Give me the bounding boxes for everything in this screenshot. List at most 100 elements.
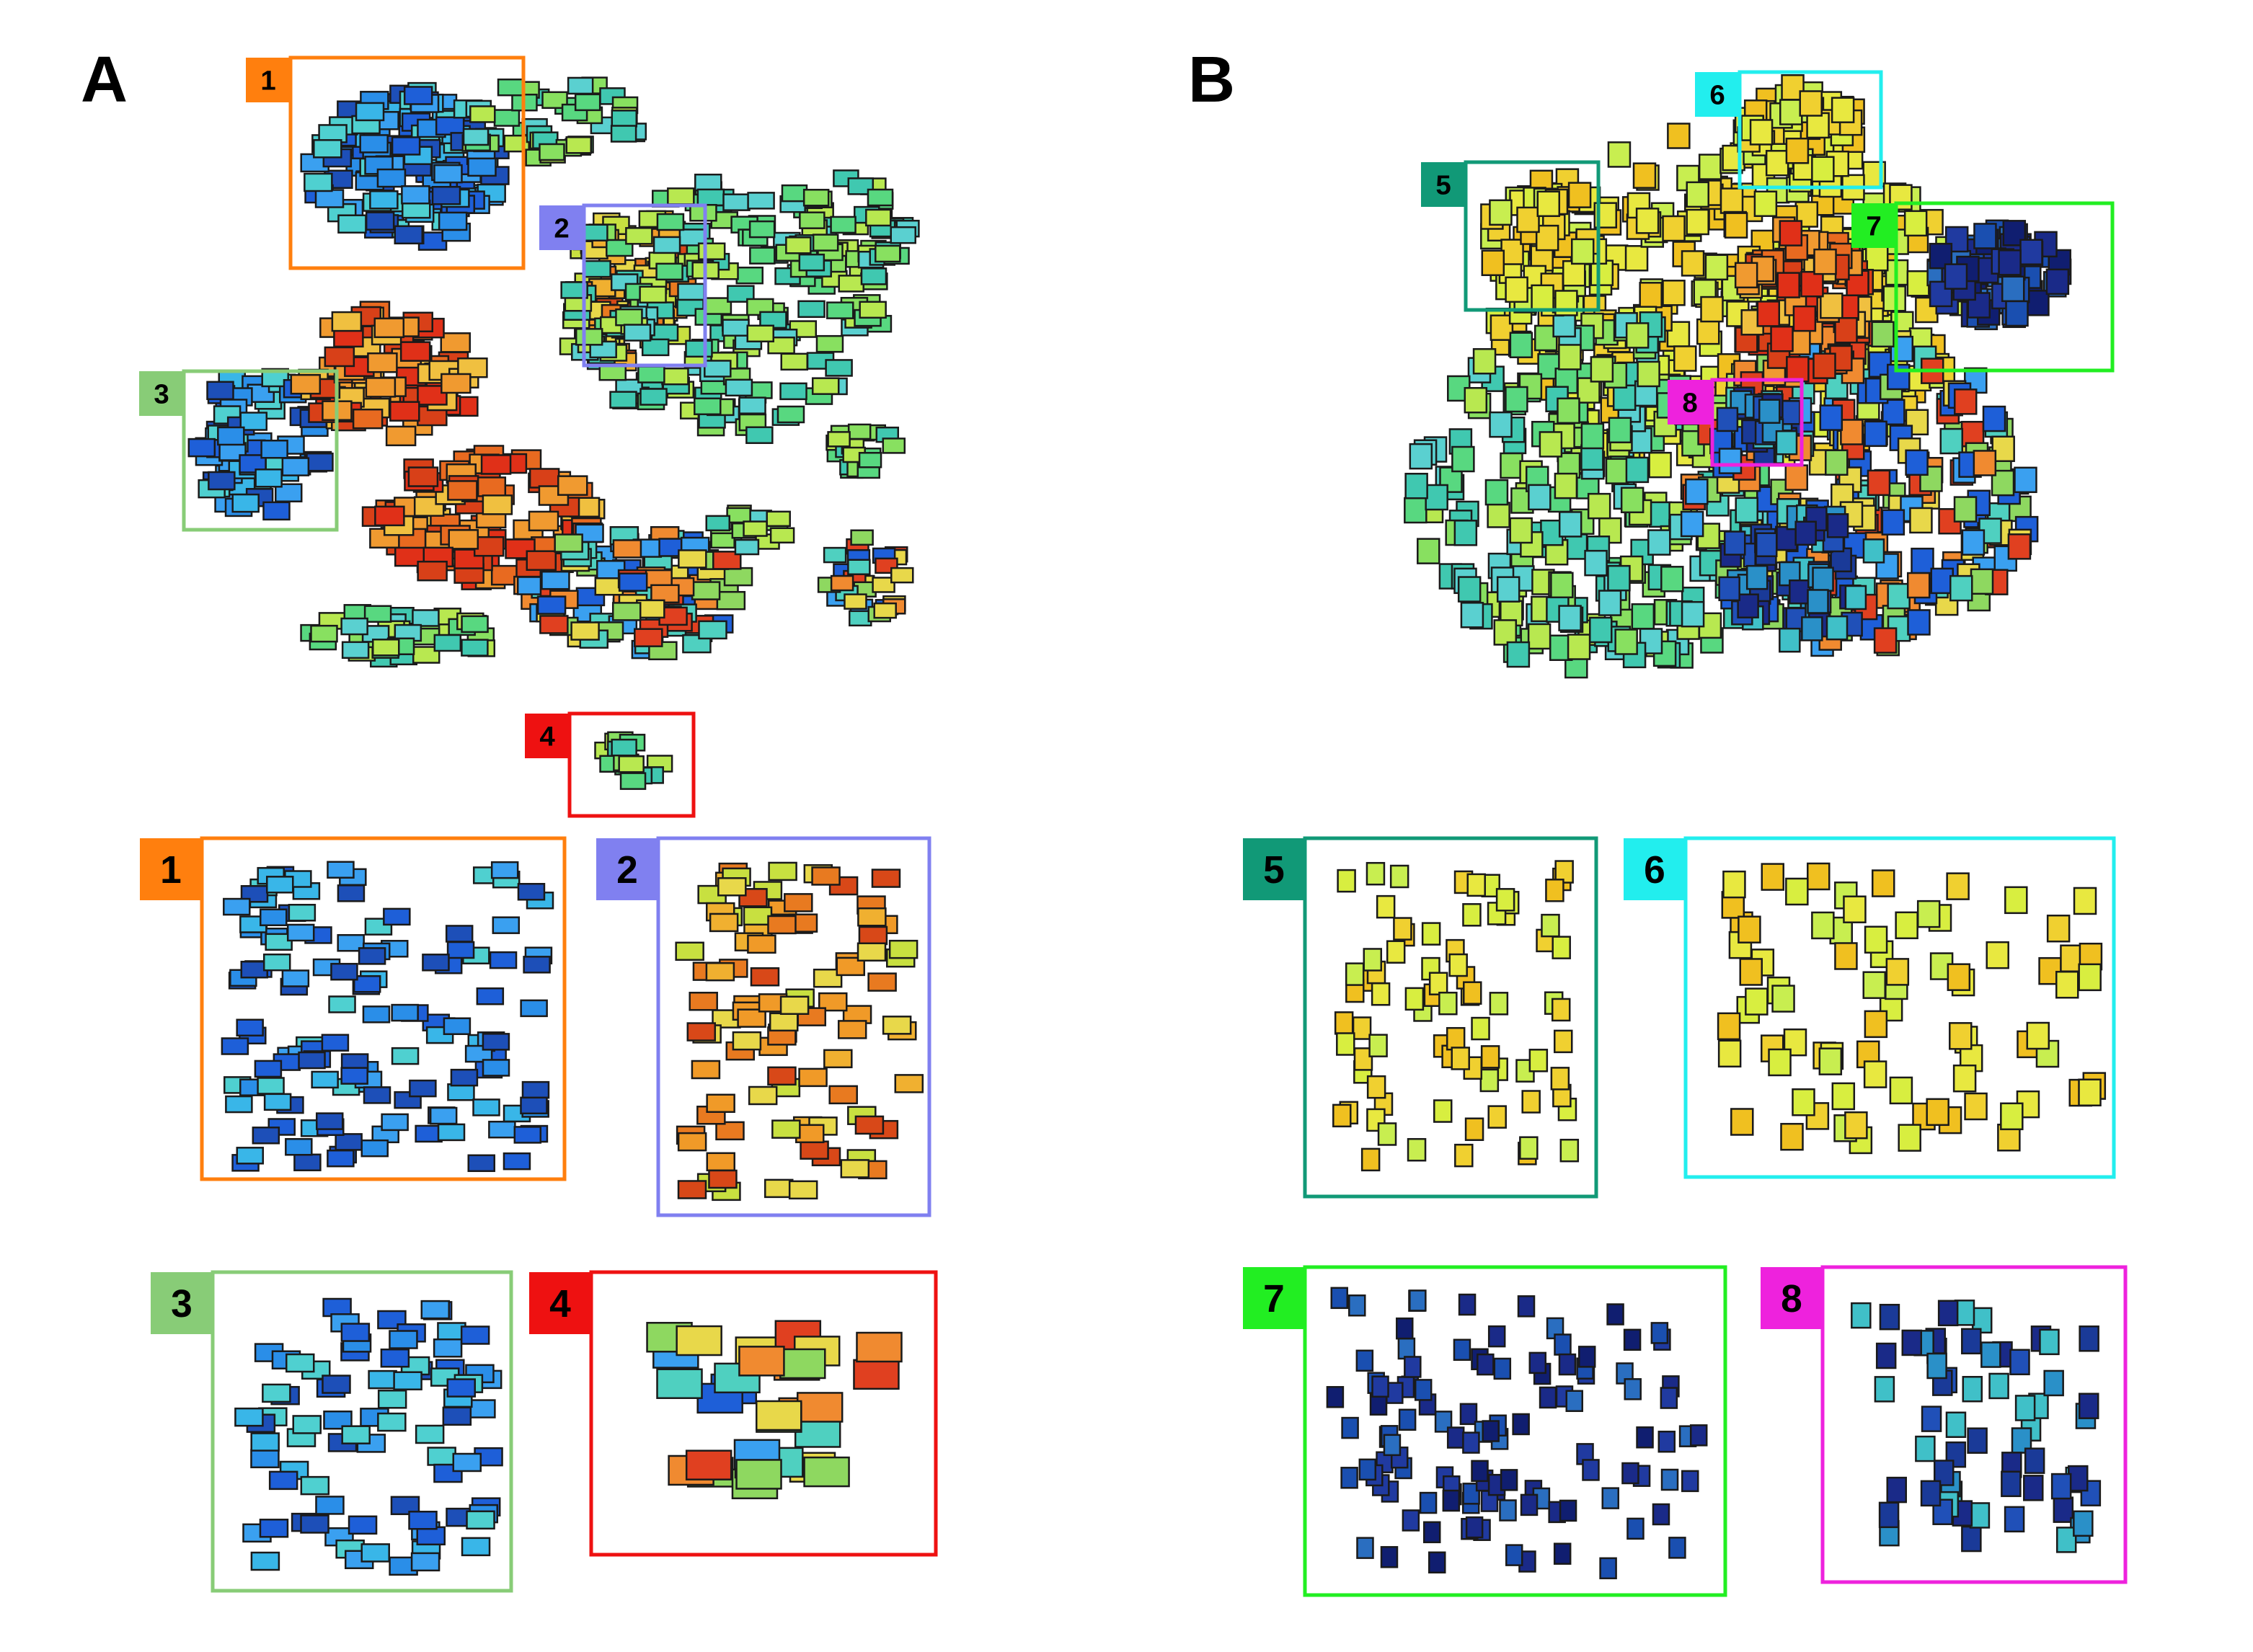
cluster-a4 <box>594 731 673 790</box>
sample-tile <box>446 941 475 959</box>
sample-tile <box>1386 940 1406 964</box>
sample-tile <box>1356 1537 1374 1559</box>
sample-tile <box>1352 1016 1372 1040</box>
sample-tile <box>1660 1468 1679 1491</box>
sample-tile <box>867 972 897 992</box>
sample-tile <box>708 1169 738 1189</box>
sample-tile <box>2001 1470 2022 1498</box>
sample-tile <box>322 1375 351 1394</box>
sample-tile <box>1920 1480 1942 1507</box>
sample-tile <box>389 401 420 422</box>
sample-tile <box>1489 411 1513 438</box>
sample-tile <box>393 1371 422 1390</box>
region-label-8: 8 <box>1781 1278 1802 1320</box>
sample-tile <box>1404 472 1428 499</box>
sample-tile <box>1906 270 1931 297</box>
sample-tile <box>1825 449 1849 476</box>
sample-tile <box>1662 215 1686 242</box>
sample-tile <box>1907 609 1931 636</box>
sample-tile <box>391 1003 419 1022</box>
sample-tile <box>1363 948 1383 972</box>
sample-tile <box>625 227 653 245</box>
sample-tile <box>1481 249 1505 277</box>
sample-tile <box>234 1407 264 1427</box>
region-tab-8 <box>1761 1267 1823 1329</box>
sample-tile <box>1813 248 1837 275</box>
sample-tile <box>1489 992 1509 1016</box>
sample-tile <box>763 1178 794 1199</box>
sample-tile <box>489 951 518 969</box>
sample-tile <box>442 1406 472 1426</box>
sample-tile <box>1393 917 1412 941</box>
sample-tile <box>437 1123 466 1142</box>
sample-tile <box>823 546 847 564</box>
sample-tile <box>676 1325 722 1356</box>
sample-tile <box>583 259 611 278</box>
sample-tile <box>293 1153 322 1172</box>
cluster-b-orange <box>1734 216 1874 388</box>
sample-tile <box>1686 181 1709 208</box>
sample-tile <box>1414 1379 1433 1401</box>
sample-tile <box>1559 1138 1580 1163</box>
sample-tile <box>1620 487 1645 514</box>
sample-tile <box>206 381 234 401</box>
sample-tile <box>1582 1459 1600 1481</box>
sample-tile <box>1539 431 1563 458</box>
region-label-2: 2 <box>554 213 569 244</box>
sample-tile <box>1517 1295 1536 1318</box>
sample-tile <box>867 188 894 207</box>
sample-tile <box>377 1310 407 1330</box>
sample-tile <box>1998 249 2022 276</box>
sample-tile <box>394 225 424 245</box>
sample-tile <box>1479 1068 1500 1093</box>
sample-tile <box>1505 386 1528 413</box>
sample-tile <box>1895 911 1918 940</box>
sample-tile <box>705 515 730 532</box>
sample-tile <box>1460 602 1484 629</box>
sample-tile <box>1577 1346 1596 1368</box>
sample-tile <box>1500 1469 1518 1491</box>
sample-tile <box>250 1432 280 1452</box>
sample-tile <box>223 897 251 916</box>
sample-tile <box>513 1126 542 1144</box>
sample-tile <box>618 755 645 773</box>
sample-tile <box>467 157 497 177</box>
region-box-8: 8 <box>1761 1265 2128 1584</box>
cluster-a1 <box>300 81 510 251</box>
sample-tile <box>2014 466 2037 494</box>
sample-tile <box>1970 568 1994 595</box>
sample-tile <box>254 1343 284 1362</box>
sample-tile <box>374 505 405 527</box>
sample-tile <box>1559 1499 1577 1522</box>
sample-tile <box>2001 275 2025 303</box>
sample-tile <box>492 916 521 934</box>
sample-tile <box>2009 1349 2030 1376</box>
sample-tile <box>1341 1416 1359 1439</box>
sample-tile <box>221 1037 249 1055</box>
sample-tile <box>755 1400 802 1431</box>
sample-tile <box>2050 1473 2072 1500</box>
sample-tile <box>250 1551 280 1571</box>
sample-tile <box>738 1346 785 1377</box>
sample-tile <box>776 405 805 424</box>
sample-tile <box>1756 301 1781 327</box>
sample-tile <box>1696 318 1720 345</box>
sample-tile <box>634 628 663 647</box>
sample-tile <box>827 431 851 448</box>
sample-tile <box>517 882 546 901</box>
sample-tile <box>1647 529 1671 556</box>
sample-tile <box>377 1412 407 1432</box>
sample-tile <box>1971 1307 1993 1334</box>
sample-tile <box>768 861 797 881</box>
sample-tile <box>732 1031 762 1051</box>
sample-tile <box>803 1456 850 1488</box>
sample-tile <box>1946 872 1970 900</box>
sample-tile <box>1718 576 1740 602</box>
sample-tile <box>306 452 334 472</box>
sample-tile <box>847 559 871 575</box>
sample-tile <box>567 76 594 95</box>
region-tab-3 <box>151 1272 213 1334</box>
sample-tile <box>570 621 600 641</box>
sample-tile <box>1428 1551 1446 1574</box>
